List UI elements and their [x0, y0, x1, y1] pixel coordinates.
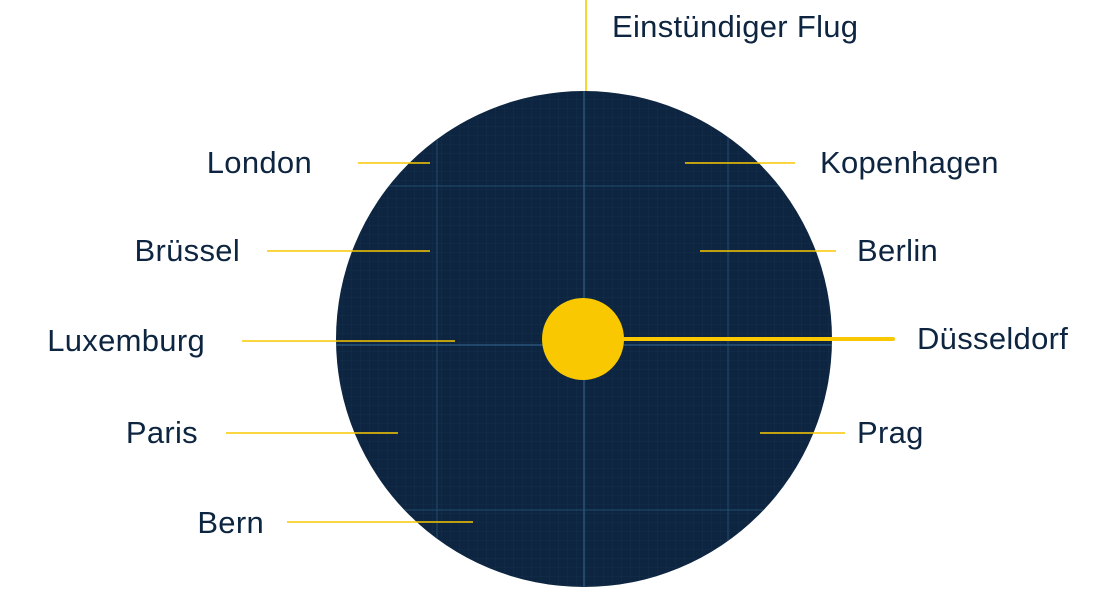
- city-label-berlin: Berlin: [857, 233, 939, 268]
- city-label-bruessel: Brüssel: [134, 233, 240, 268]
- city-label-kopenhagen: Kopenhagen: [820, 145, 999, 180]
- origin-dot: [542, 298, 624, 380]
- city-label-london: London: [206, 145, 312, 180]
- city-label-luxemburg: Luxemburg: [47, 323, 205, 358]
- city-label-prag: Prag: [857, 415, 924, 450]
- city-label-bern: Bern: [197, 505, 264, 540]
- top-label: Einstündiger Flug: [612, 9, 859, 44]
- city-label-paris: Paris: [125, 415, 198, 450]
- origin-label: Düsseldorf: [917, 321, 1069, 356]
